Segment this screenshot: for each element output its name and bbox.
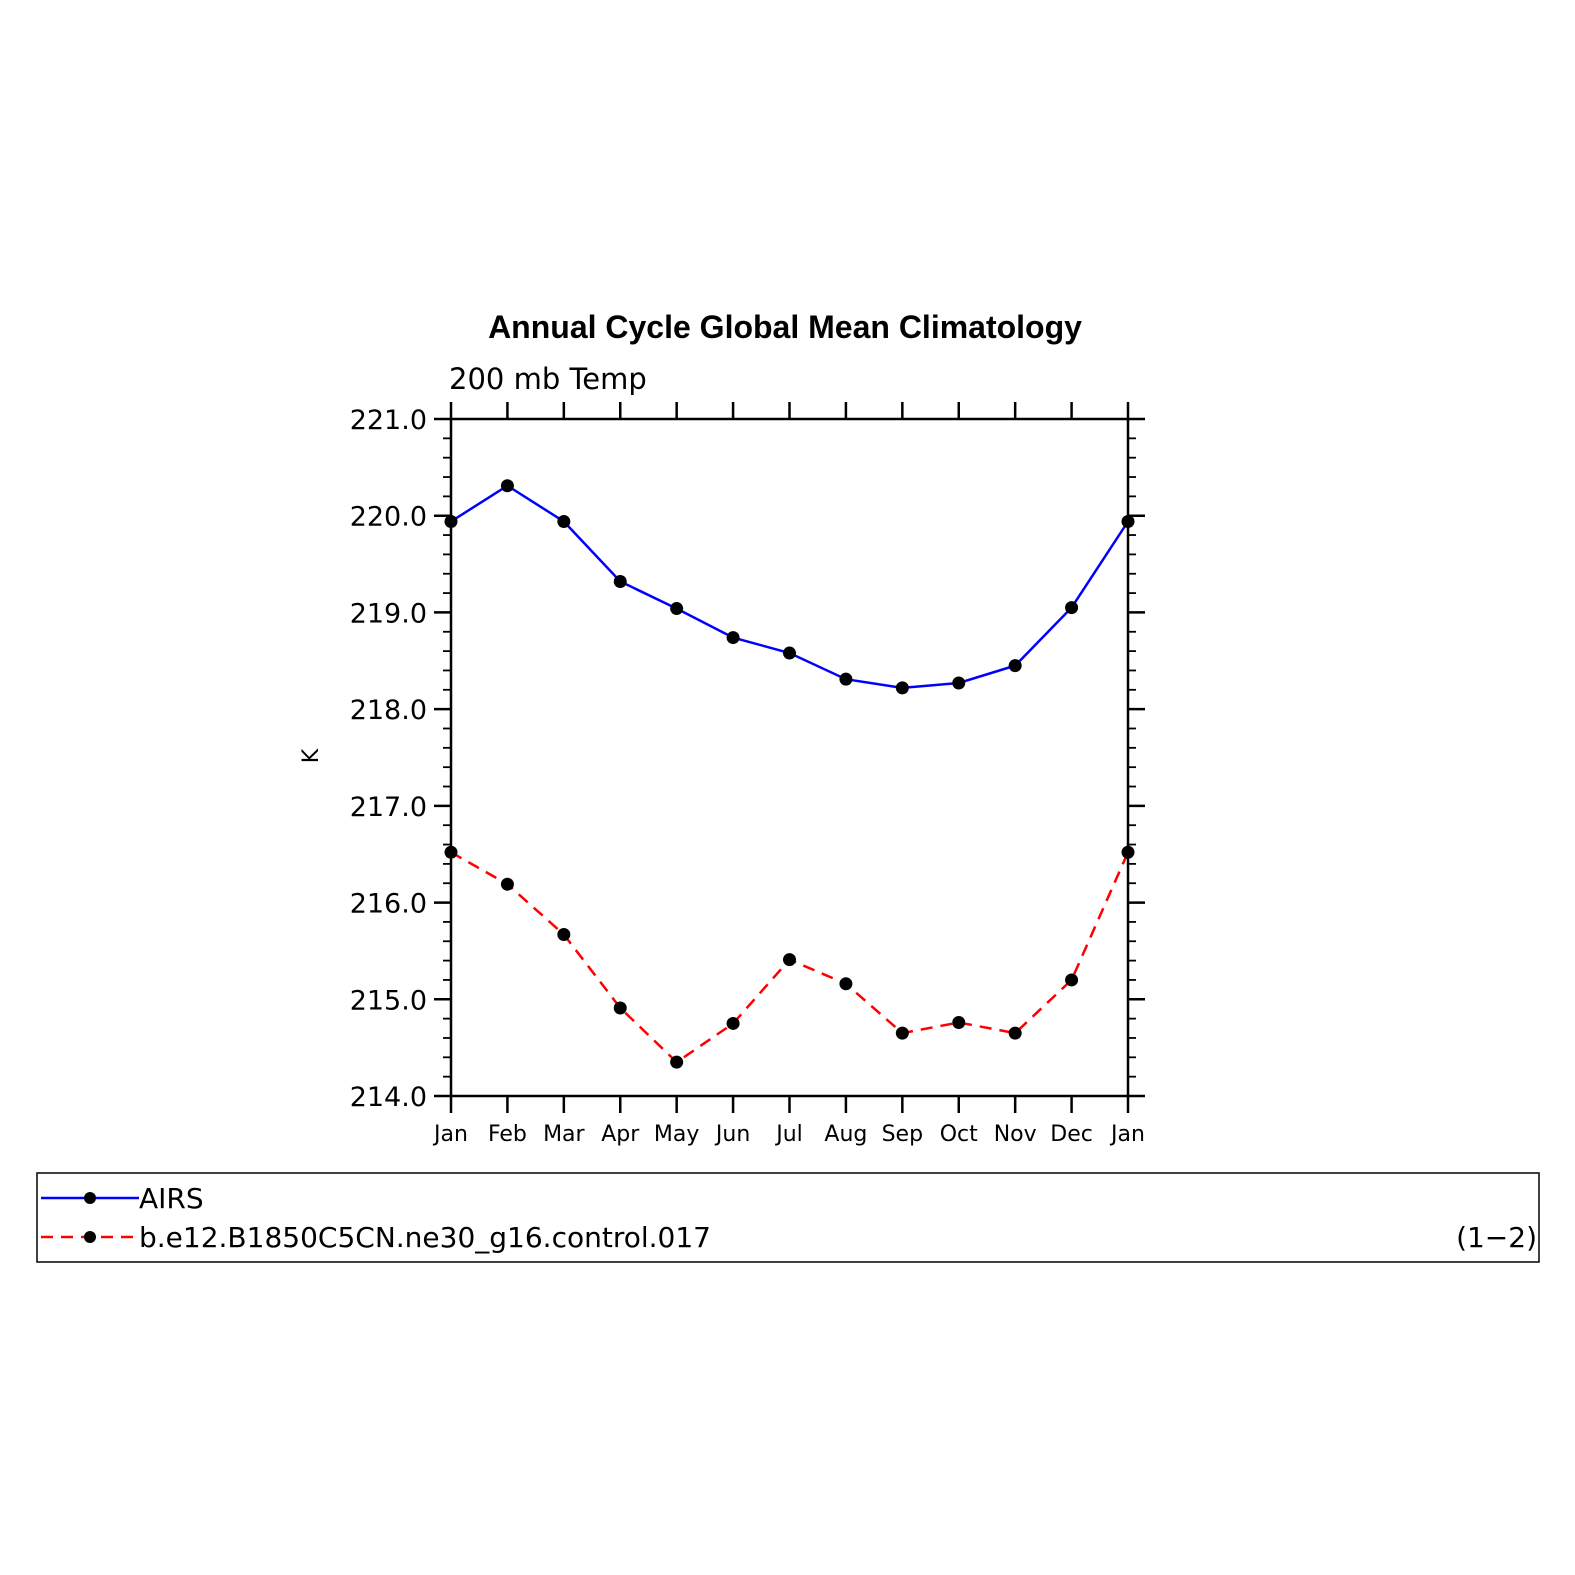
x-tick-label: May	[654, 1122, 699, 1147]
x-tick-label: Mar	[543, 1122, 585, 1147]
series-2-point	[839, 977, 853, 991]
x-tick-label: Jun	[714, 1122, 750, 1147]
series-1-point	[895, 681, 909, 695]
series-1-point	[444, 515, 458, 529]
x-tick-label: Jan	[1109, 1122, 1145, 1147]
series-layer	[444, 479, 1135, 1069]
series-1-point	[952, 676, 966, 690]
y-tick-label: 219.0	[350, 598, 427, 629]
legend-label-model: b.e12.B1850C5CN.ne30_g16.control.017	[139, 1221, 711, 1254]
series-1-point	[839, 672, 853, 686]
series-1-point	[500, 479, 514, 493]
y-tick-label: 214.0	[350, 1082, 427, 1113]
series-1-point	[726, 631, 740, 645]
legend-marker-airs	[84, 1192, 96, 1204]
series-2-point	[1008, 1026, 1022, 1040]
series-2-point	[726, 1016, 740, 1030]
series-2-point	[783, 953, 796, 967]
axes: 214.0 215.0 216.0 217.0 218.0 219.0 220.0 221.0…	[350, 402, 1145, 1147]
y-tick-label: 215.0	[350, 985, 427, 1016]
series-1-point	[613, 574, 627, 588]
y-tick-label: 216.0	[350, 889, 427, 920]
plot-frame	[449, 417, 1130, 1098]
series-2-point	[952, 1015, 966, 1029]
y-tick-label: 220.0	[350, 502, 427, 533]
y-tick-label: 217.0	[350, 792, 427, 823]
chart-subtitle: 200 mb Temp	[449, 362, 647, 396]
series-2-point	[895, 1026, 909, 1040]
x-tick-label: Sep	[882, 1122, 923, 1147]
series-1-point	[557, 515, 571, 529]
series-2-point	[1065, 973, 1079, 987]
legend-marker-model	[84, 1231, 96, 1243]
legend-label-airs: AIRS	[139, 1182, 204, 1215]
x-tick-label: Jan	[432, 1122, 468, 1147]
x-tick-label: Dec	[1050, 1122, 1093, 1147]
series-2-point	[670, 1055, 684, 1069]
x-tick-label: Nov	[994, 1122, 1037, 1147]
series-1-point	[1121, 515, 1135, 529]
legend-box	[36, 1172, 1540, 1263]
y-axis-label: K	[299, 748, 324, 763]
x-tick-label: Oct	[940, 1122, 978, 1147]
x-tick-label: Aug	[824, 1122, 867, 1147]
series-2-point	[613, 1001, 627, 1015]
series-1-point	[670, 602, 684, 616]
x-tick-label: Jul	[774, 1122, 803, 1147]
y-tick-label: 218.0	[350, 695, 427, 726]
legend-note: (1−2)	[1456, 1221, 1537, 1254]
series-2-point	[444, 845, 458, 859]
series-2-point	[1121, 845, 1135, 859]
y-tick-label: 221.0	[350, 405, 427, 436]
series-2-point	[557, 927, 571, 941]
x-tick-label: Feb	[488, 1122, 527, 1147]
chart-title: Annual Cycle Global Mean Climatology	[488, 309, 1082, 345]
series-1-point	[1065, 601, 1079, 615]
x-tick-label: Apr	[601, 1122, 640, 1147]
series-1-point	[783, 646, 796, 660]
series-2-point	[500, 877, 514, 891]
series-1-point	[1008, 659, 1022, 673]
